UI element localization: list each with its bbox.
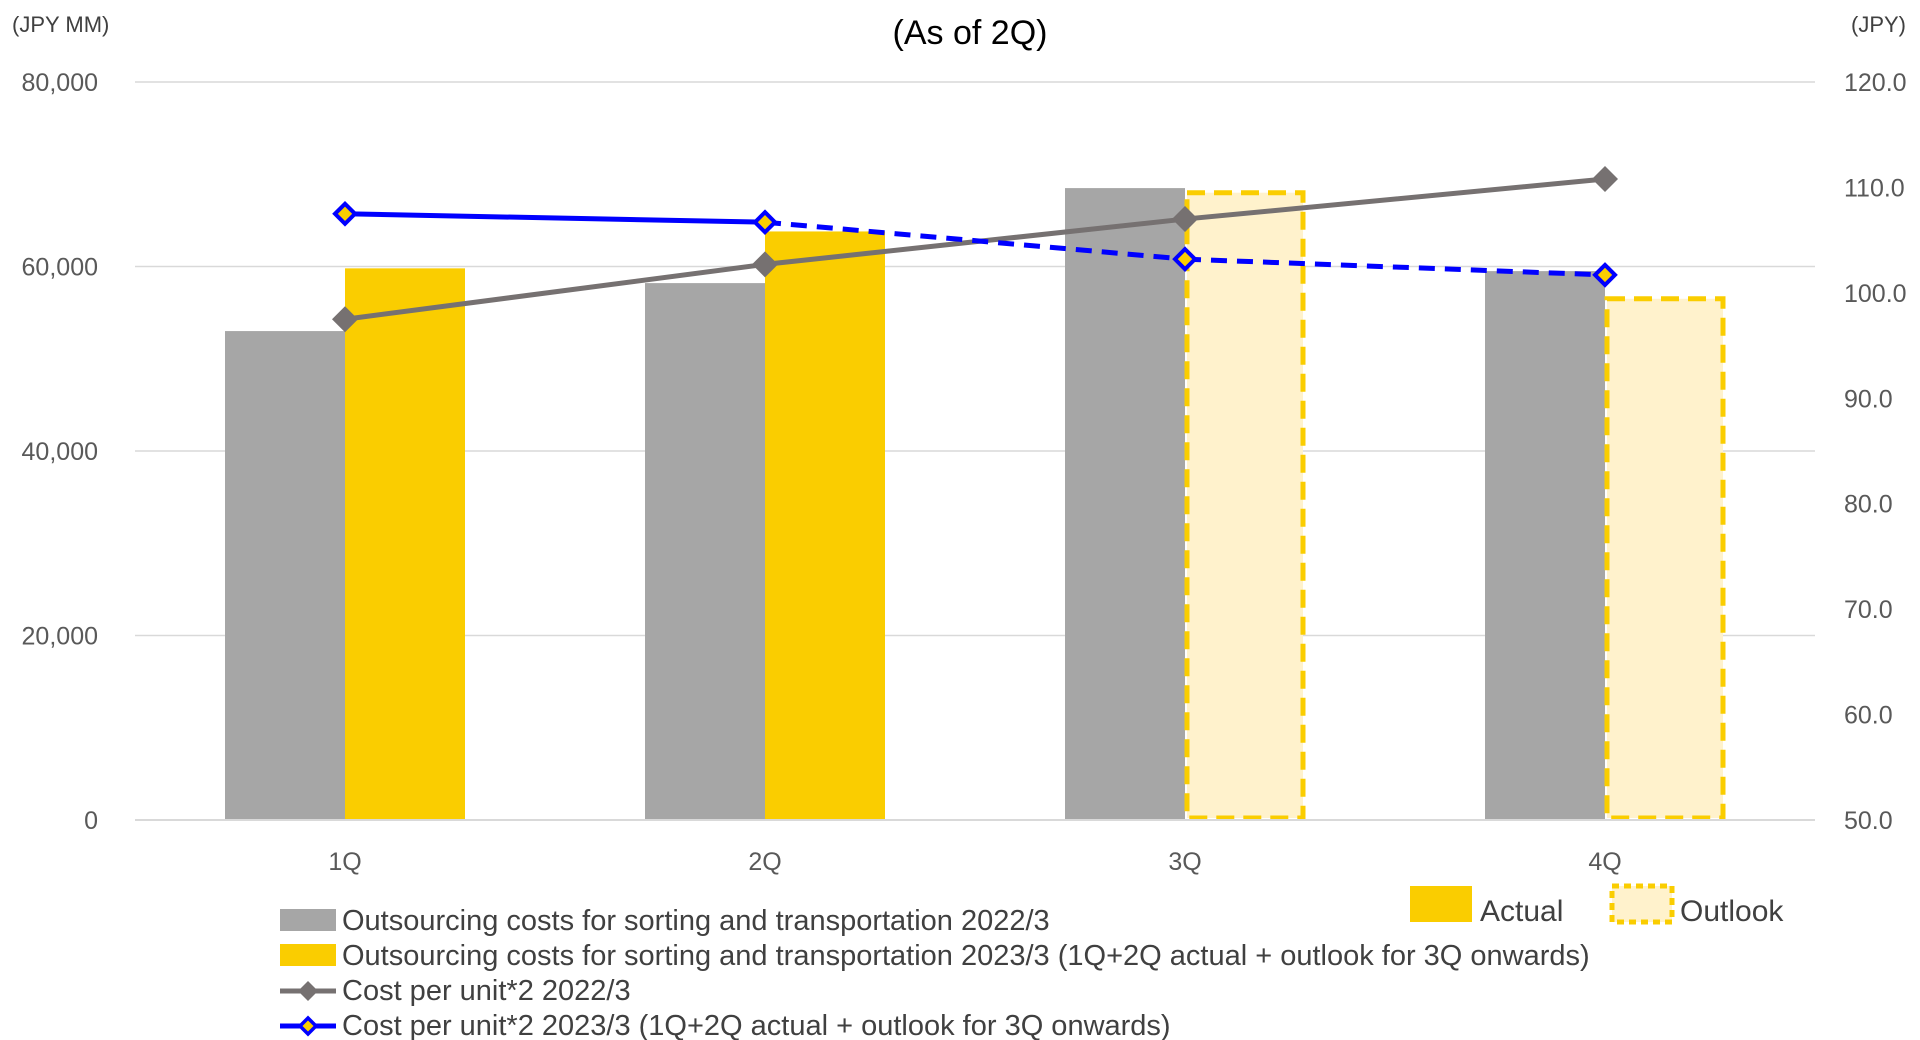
y-left-tick-label: 60,000	[22, 254, 98, 282]
line-2022-3	[344, 176, 1606, 322]
bar-series	[225, 188, 1726, 821]
legend-label: Cost per unit*2 2023/3 (1Q+2Q actual + o…	[342, 1010, 1171, 1040]
y-left-axis: 0 20,000 40,000 60,000 80,000	[22, 69, 98, 835]
status-label-actual: Actual	[1480, 895, 1563, 928]
y-left-unit: (JPY MM)	[12, 12, 109, 37]
chart-title: (As of 2Q)	[893, 14, 1048, 52]
bar-2023-3-actual	[765, 231, 885, 820]
legend-label: Outsourcing costs for sorting and transp…	[342, 940, 1590, 972]
marker-2022-3	[752, 251, 778, 278]
y-right-axis: 50.0 60.0 70.0 80.0 90.0 100.0 110.0 120.0	[1844, 69, 1907, 835]
marker-2023-3	[1172, 246, 1198, 272]
y-right-unit: (JPY)	[1851, 12, 1906, 37]
bar-2023-3-actual	[345, 268, 465, 821]
status-legend: Actual Outlook	[1410, 883, 1784, 928]
marker-2022-3	[1172, 206, 1198, 233]
marker-2023-3	[1592, 262, 1618, 288]
bar-2023-3-outlook	[1604, 296, 1726, 821]
x-tick-label: 1Q	[328, 848, 361, 876]
legend-swatch-bar-2022-3	[280, 909, 336, 931]
y-right-tick-label: 110.0	[1844, 174, 1905, 202]
marker-2023-3	[332, 200, 358, 227]
status-swatch-outlook	[1609, 883, 1675, 925]
legend-marker-2023-3	[297, 1015, 319, 1037]
x-tick-label: 4Q	[1588, 848, 1621, 876]
legend: Outsourcing costs for sorting and transp…	[280, 905, 1590, 1040]
y-right-tick-label: 100.0	[1844, 280, 1907, 308]
y-left-tick-label: 80,000	[22, 69, 98, 97]
line-2023-3-outlook-segment	[764, 219, 1186, 262]
x-tick-label: 2Q	[748, 848, 781, 876]
legend-label: Cost per unit*2 2022/3	[342, 975, 631, 1007]
y-left-tick-label: 20,000	[22, 623, 98, 651]
x-tick-label: 3Q	[1168, 848, 1201, 876]
line-2023-3-actual-segment	[344, 211, 766, 225]
y-left-tick-label: 40,000	[22, 438, 98, 466]
status-swatch-actual	[1410, 886, 1472, 922]
y-right-tick-label: 70.0	[1844, 596, 1893, 624]
y-right-tick-label: 60.0	[1844, 702, 1893, 730]
status-label-outlook: Outlook	[1680, 895, 1784, 928]
line-series	[332, 165, 1618, 333]
bar-2022-3	[645, 283, 765, 821]
marker-2023-3	[752, 209, 778, 236]
legend-marker-2022-3	[298, 981, 318, 1001]
legend-swatch-bar-2023-3	[280, 944, 336, 966]
bar-2023-3-outlook	[1184, 190, 1306, 821]
bar-2022-3	[1485, 271, 1605, 820]
y-right-tick-label: 80.0	[1844, 491, 1893, 519]
y-right-tick-label: 90.0	[1844, 385, 1893, 413]
y-right-tick-label: 120.0	[1844, 69, 1907, 97]
legend-label: Outsourcing costs for sorting and transp…	[342, 905, 1050, 937]
y-right-tick-label: 50.0	[1844, 807, 1893, 835]
bar-2022-3	[1065, 188, 1185, 820]
y-left-tick-label: 0	[84, 807, 98, 835]
marker-2022-3	[1592, 165, 1618, 192]
x-axis: 1Q 2Q 3Q 4Q	[135, 819, 1815, 876]
marker-2022-3	[332, 306, 358, 333]
line-2023-3-outlook-segment	[1184, 256, 1606, 278]
bar-2022-3	[225, 331, 345, 820]
